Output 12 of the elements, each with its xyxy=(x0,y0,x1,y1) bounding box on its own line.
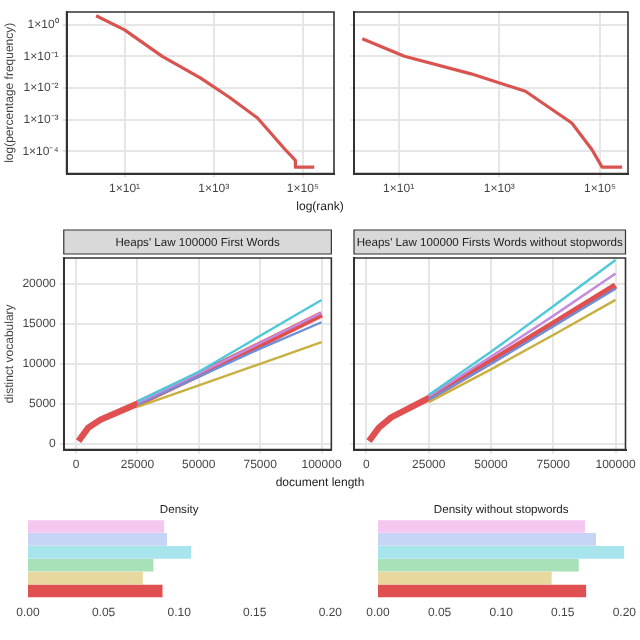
bar xyxy=(28,571,143,585)
bar xyxy=(28,533,168,546)
bar xyxy=(378,520,585,533)
bar xyxy=(378,584,587,598)
bar xyxy=(28,546,192,559)
bar xyxy=(378,558,579,572)
bar xyxy=(28,558,154,572)
bar xyxy=(28,584,163,598)
bar xyxy=(378,571,552,585)
bar xyxy=(378,546,625,559)
bar xyxy=(28,520,165,533)
bar xyxy=(378,533,596,546)
